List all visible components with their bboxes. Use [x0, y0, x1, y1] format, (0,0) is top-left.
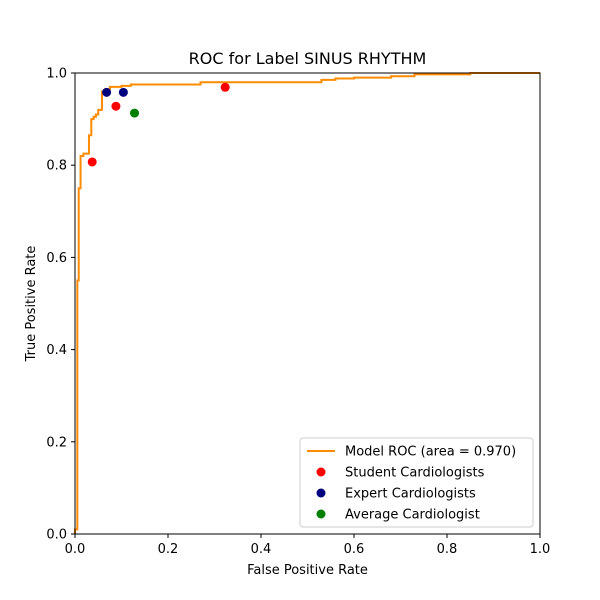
x-axis-label: False Positive Rate: [247, 563, 368, 578]
y-tick-label: 0.8: [46, 159, 67, 174]
x-tick-label: 1.0: [530, 542, 551, 557]
x-axis: 0.0 0.2 0.4 0.6 0.8 1.0: [65, 534, 551, 557]
y-tick-label: 1.0: [46, 67, 67, 82]
x-tick-label: 0.6: [344, 542, 365, 557]
legend-swatch-expert: [316, 488, 326, 498]
plot-border: [74, 72, 541, 535]
legend-label-model-roc: Model ROC (area = 0.970): [345, 445, 516, 460]
points-layer: [87, 82, 230, 167]
legend-swatch-student: [316, 467, 326, 477]
legend-box: [299, 437, 534, 528]
scatter-point-series-2: [118, 87, 128, 97]
scatter-point-series-3: [130, 108, 140, 118]
y-axis-label: True Positive Rate: [24, 246, 39, 363]
legend-swatch-average: [316, 509, 326, 519]
legend: Model ROC (area = 0.970) Student Cardiol…: [299, 437, 534, 528]
legend-label-average: Average Cardiologist: [345, 508, 480, 523]
scatter-point-series-2: [102, 87, 112, 97]
y-tick-label: 0.6: [46, 251, 67, 266]
x-tick-label: 0.2: [158, 542, 179, 557]
legend-label-student: Student Cardiologists: [345, 466, 485, 481]
scatter-point-series-1: [111, 101, 121, 111]
y-tick-label: 0.0: [46, 528, 67, 543]
scatter-point-series-1: [220, 82, 230, 92]
y-tick-label: 0.4: [46, 343, 67, 358]
x-tick-label: 0.0: [65, 542, 86, 557]
chart-title: ROC for Label SINUS RHYTHM: [189, 49, 427, 68]
y-tick-label: 0.2: [46, 435, 67, 450]
scatter-point-series-1: [87, 157, 97, 167]
x-tick-label: 0.8: [437, 542, 458, 557]
y-axis: 0.0 0.2 0.4 0.6 0.8 1.0: [46, 67, 75, 543]
x-tick-label: 0.4: [251, 542, 272, 557]
legend-label-expert: Expert Cardiologists: [345, 487, 476, 502]
